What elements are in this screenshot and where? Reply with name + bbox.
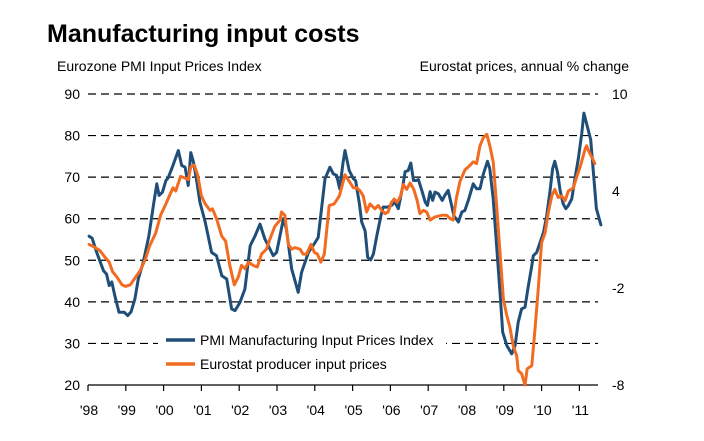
right-axis-label: Eurostat prices, annual % change — [420, 58, 630, 74]
x-tick-label: '03 — [269, 402, 287, 418]
left-y-tick-label: 30 — [64, 335, 80, 351]
right-y-tick-label: 10 — [612, 86, 628, 102]
legend-label-pmi: PMI Manufacturing Input Prices Index — [200, 332, 433, 348]
x-tick-label: '08 — [458, 402, 476, 418]
chart-title: Manufacturing input costs — [47, 20, 360, 48]
left-y-tick-label: 60 — [64, 211, 80, 227]
x-tick-label: '02 — [231, 402, 249, 418]
left-y-tick-label: 80 — [64, 128, 80, 144]
x-tick-label: '98 — [80, 402, 98, 418]
left-y-tick-label: 40 — [64, 294, 80, 310]
right-y-tick-label: 4 — [612, 183, 620, 199]
gridlines — [88, 93, 598, 345]
legend-label-eurostat: Eurostat producer input prices — [200, 356, 387, 372]
x-tick-label: '09 — [496, 402, 514, 418]
left-y-tick-label: 70 — [64, 169, 80, 185]
left-y-tick-label: 50 — [64, 252, 80, 268]
x-tick-label: '07 — [420, 402, 438, 418]
series-line-pmi — [87, 111, 603, 356]
x-axis: '98 '99 '00 '01 '02 '03 '04 '05 '06 '07 '08 '09 '10 '… — [80, 384, 598, 418]
x-tick-label: '06 — [382, 402, 400, 418]
right-y-axis: 10 4 -2 -8 — [612, 86, 628, 393]
legend: PMI Manufacturing Input Prices Index Eur… — [166, 332, 433, 372]
x-tick-label: '11 — [572, 402, 589, 418]
x-tick-label: '10 — [533, 402, 551, 418]
right-y-tick-label: -2 — [612, 280, 625, 296]
left-y-tick-label: 20 — [64, 377, 80, 393]
x-tick-label: '00 — [155, 402, 173, 418]
x-tick-label: '04 — [307, 402, 325, 418]
x-tick-label: '99 — [118, 402, 136, 418]
x-tick-label: '01 — [193, 402, 211, 418]
legend-background — [158, 327, 446, 373]
right-y-tick-label: -8 — [612, 377, 625, 393]
series-group — [87, 111, 603, 387]
series-line-eurostat — [87, 132, 597, 387]
x-tick-label: '05 — [344, 402, 362, 418]
left-axis-label: Eurozone PMI Input Prices Index — [57, 58, 262, 74]
left-y-tick-label: 90 — [64, 86, 80, 102]
left-y-axis: 90 80 70 60 50 40 30 20 — [64, 86, 80, 393]
